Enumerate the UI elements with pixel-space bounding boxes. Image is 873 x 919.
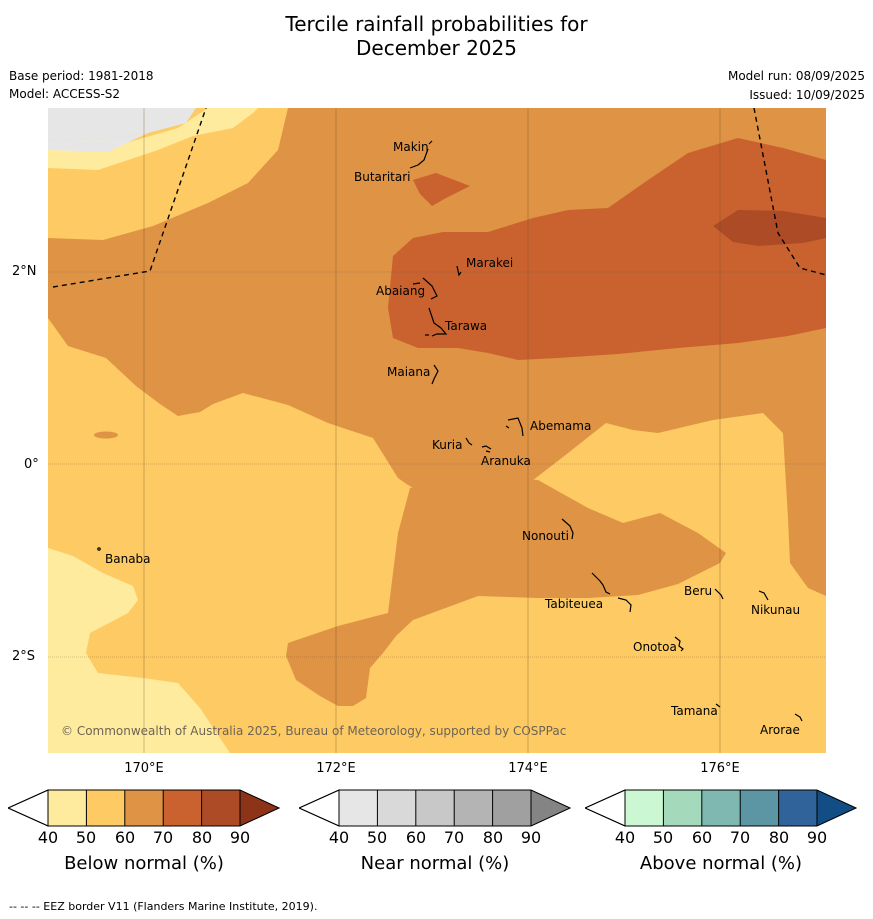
colorbar-tick: 80 (191, 828, 213, 847)
colorbar-extend-min (8, 789, 49, 827)
map-title-line-1: Tercile rainfall probabilities for (285, 12, 588, 36)
region-below-70-80-north (413, 173, 470, 206)
place-label: Kuria (432, 438, 463, 452)
lat-label-2n: 2°N (12, 264, 37, 279)
colorbar-tick: 60 (691, 828, 713, 847)
colorbar-tick: 60 (405, 828, 427, 847)
place-label: Nikunau (751, 603, 800, 617)
colorbar-tick: 90 (229, 828, 251, 847)
region-below-60-70-south (286, 476, 726, 706)
colorbar-swatch (454, 790, 493, 826)
colorbar-tick: 60 (114, 828, 136, 847)
eez-border (52, 108, 826, 288)
model-run-date: Model run: 08/09/2025 (727, 69, 865, 83)
rainfall-probability-map: Makin Butaritari Marakei Abaiang Tarawa … (48, 108, 826, 753)
place-label: Nonouti (522, 529, 569, 543)
place-label: Beru (684, 584, 712, 598)
place-label: Banaba (105, 552, 151, 566)
issued-date: Issued: 10/09/2025 (749, 88, 865, 102)
place-label: Makin (393, 140, 429, 154)
colorbar-swatch (663, 790, 702, 826)
region-below-70-80 (388, 138, 826, 360)
colorbar-tick: 40 (328, 828, 350, 847)
place-label: Abemama (530, 419, 591, 433)
base-period: Base period: 1981-2018 (9, 69, 154, 83)
place-label: Butaritari (354, 170, 411, 184)
model-name: Model: ACCESS-S2 (9, 87, 121, 101)
region-near-normal-40-50-edge (48, 133, 148, 152)
colorbar-title-below-normal: Below normal (%) (64, 853, 224, 874)
colorbar-swatch (415, 790, 455, 826)
region-below-80-90 (713, 210, 826, 246)
colorbar-swatch (377, 790, 416, 826)
place-label: Onotoa (633, 640, 677, 654)
colorbar-title-above-normal: Above normal (%) (639, 853, 803, 874)
graticule (48, 108, 826, 753)
colorbar-tick: 70 (443, 828, 465, 847)
colorbar-swatch (86, 790, 125, 826)
lat-label-0: 0° (24, 457, 39, 472)
colorbar-extend-max (240, 790, 279, 826)
colorbar-tick: 70 (152, 828, 174, 847)
region-near-normal-40-50 (48, 108, 196, 140)
copyright-notice: © Commonwealth of Australia 2025, Bureau… (61, 724, 566, 738)
colorbar-tick: 40 (614, 828, 636, 847)
place-label: Tamana (670, 704, 718, 718)
colorbar-tick: 90 (806, 828, 828, 847)
colorbar-tick: 50 (366, 828, 388, 847)
colorbar-near-normal (299, 789, 571, 827)
place-label: Tabiteuea (544, 597, 603, 611)
map-title-line-2: December 2025 (356, 36, 517, 60)
colorbar-swatch (492, 790, 531, 826)
colorbar-swatch (701, 790, 741, 826)
colorbar-extend-min (585, 789, 626, 827)
colorbar-swatch (201, 790, 240, 826)
lon-label-172e: 172°E (316, 761, 356, 776)
colorbar-swatch (163, 790, 202, 826)
colorbar-extend-max (817, 790, 856, 826)
place-label: Aranuka (481, 454, 531, 468)
colorbar-swatch (778, 790, 817, 826)
colorbar-swatch (124, 790, 164, 826)
lon-label-174e: 174°E (508, 761, 548, 776)
place-label: Marakei (466, 256, 513, 270)
region-below-60-70-west-spot (94, 431, 118, 439)
colorbar-below-normal (8, 789, 280, 827)
colorbar-swatch (48, 790, 87, 826)
colorbar-tick: 80 (768, 828, 790, 847)
place-label: Arorae (760, 723, 800, 737)
place-label: Maiana (387, 365, 430, 379)
place-label: Tarawa (444, 319, 487, 333)
colorbar-tick: 40 (37, 828, 59, 847)
colorbar-title-near-normal: Near normal (%) (360, 853, 510, 874)
colorbar-extend-min (299, 789, 340, 827)
place-label: Abaiang (376, 284, 425, 298)
island-outlines (97, 140, 803, 722)
colorbar-swatch (740, 790, 779, 826)
colorbar-tick: 50 (75, 828, 97, 847)
lon-label-170e: 170°E (124, 761, 164, 776)
colorbar-swatch (625, 790, 664, 826)
colorbar-tick: 70 (729, 828, 751, 847)
lat-label-2s: 2°S (12, 649, 36, 664)
colorbar-swatch (339, 790, 378, 826)
lon-label-176e: 176°E (700, 761, 740, 776)
colorbar-tick: 80 (482, 828, 504, 847)
region-below-40-50-southwest (48, 548, 230, 753)
colorbar-tick: 90 (520, 828, 542, 847)
region-below-40-50-north (48, 108, 258, 170)
eez-footnote: -- -- -- EEZ border V11 (Flanders Marine… (9, 900, 318, 913)
colorbar-tick: 50 (652, 828, 674, 847)
colorbar-above-normal (585, 789, 857, 827)
colorbar-extend-max (531, 790, 570, 826)
